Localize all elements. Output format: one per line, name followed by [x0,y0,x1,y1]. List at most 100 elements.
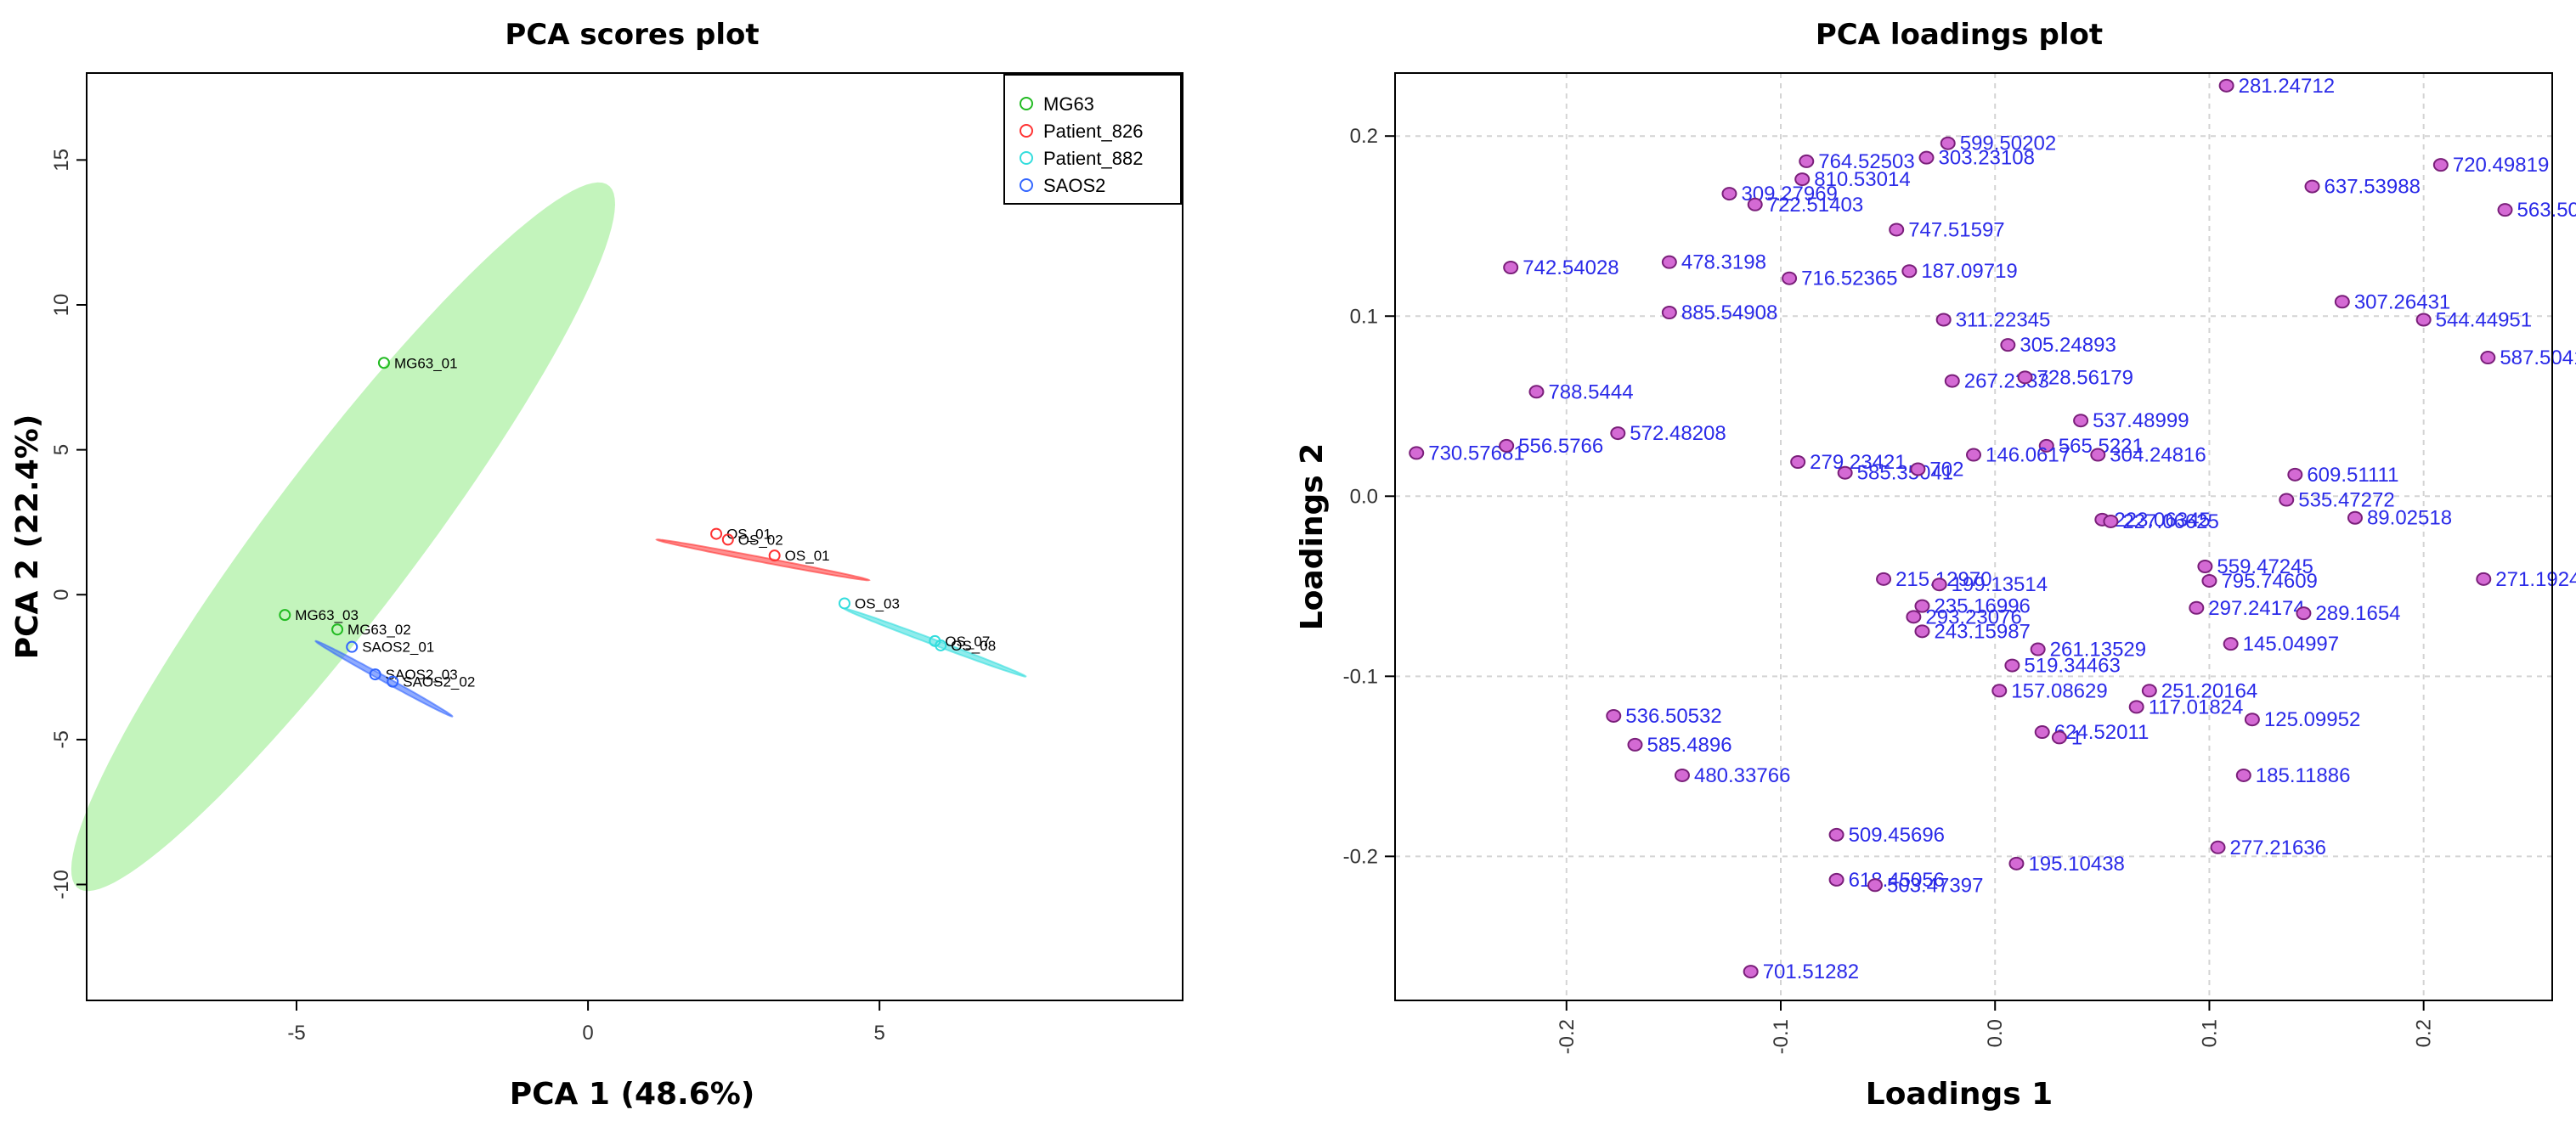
legend-marker-patient-826 [1020,124,1033,138]
loading-label-235-16996: 235.16996 [1934,595,2030,618]
score-point-mg63-3 [331,623,344,636]
loading-label-199-13514: 199.13514 [1952,573,2048,596]
loading-label-289-1654: 289.1654 [2315,602,2400,625]
score-point-saos2-2 [369,668,381,681]
score-point-label-os-08: OS_08 [951,638,996,654]
score-point-mg63-2 [279,609,291,622]
loading-point-251-20164 [2141,684,2157,698]
loadings-x-tick-label: -0.1 [1770,1019,1793,1054]
score-point-patient-826-1 [710,527,723,540]
loading-point-1 [2051,730,2067,745]
loading-label-618-45056: 618.45056 [1849,869,1945,892]
score-point-patient-826-3 [768,549,781,562]
loading-point-885-54908 [1661,306,1677,320]
loading-label-609-51111: 609.51111 [2307,464,2398,487]
loading-point-145-04997 [2223,637,2239,651]
score-point-label-os-03: OS_03 [855,595,900,611]
loading-label-279-23421: 279.23421 [1810,451,1906,474]
loading-point-279-23421 [1790,455,1806,470]
loading-label-195-10438: 195.10438 [2028,853,2124,876]
loading-point-89-02518 [2347,510,2363,525]
scores-x-axis-title: PCA 1 (48.6%) [510,1077,755,1112]
loading-point-537-48999 [2073,414,2089,428]
loadings-y-tick-label: 0.0 [1350,485,1378,508]
ellipse-patient-882 [843,607,1027,678]
loading-label-480-33766: 480.33766 [1694,764,1790,787]
loading-point-289-1654 [2296,606,2312,621]
loading-point-307-26431 [2334,295,2350,309]
loading-label-702: 702 [1929,458,1963,481]
loading-label-281-24712: 281.24712 [2239,75,2335,98]
loading-point-618-45056 [1828,872,1844,887]
loading-point-309-27969 [1721,187,1737,201]
loading-point-742-54028 [1503,261,1519,275]
scores-x-axis: -5 0 5 [287,1000,885,1045]
loading-label-89-02518: 89.02518 [2367,507,2452,530]
loading-label-563-50425: 563.50425 [2517,199,2576,222]
loading-point-764-52503 [1799,154,1815,168]
score-point-label-os-02: OS_02 [738,532,783,548]
loadings-x-tick-label: 0.1 [2198,1019,2221,1047]
scores-y-axis: -10 -5 0 5 10 15 [50,149,87,899]
loading-point-535-47272 [2279,493,2295,507]
loading-point-585-4896 [1627,737,1643,752]
loading-label-145-04997: 145.04997 [2243,633,2339,656]
loading-point-519-34463 [2004,658,2020,673]
loading-point-509-45696 [1828,827,1844,842]
loadings-x-axis-title: Loadings 1 [1866,1077,2053,1112]
loading-label-243-15987: 243.15987 [1934,620,2030,643]
score-point-saos2-3 [387,675,399,688]
loading-label-223-06345: 223.06345 [2114,509,2210,532]
loading-label-271-19244: 271.19244 [2495,568,2576,591]
loading-label-556-5766: 556.5766 [1518,435,1603,458]
score-point-patient-826-2 [721,533,734,546]
legend-label-patient-826: Patient_826 [1043,121,1143,142]
loading-label-587-5041: 587.5041 [2500,346,2576,369]
loading-point-637-53988 [2304,179,2320,194]
loading-point-267-2333 [1944,374,1960,388]
loading-point-293-23076 [1906,610,1922,624]
score-point-label-saos2-01: SAOS2_01 [362,639,434,656]
loading-point-810-53014 [1794,172,1811,187]
loading-label-716-52365: 716.52365 [1801,268,1897,290]
loading-label-795-74609: 795.74609 [2221,570,2317,593]
loading-point-747-51597 [1889,223,1905,237]
loading-label-267-2333: 267.2333 [1964,370,2049,393]
loading-point-624-52011 [2034,725,2050,740]
loadings-y-tick-label: -0.1 [1343,665,1378,688]
loading-point-702 [1910,462,1926,476]
loadings-grid [1395,73,2552,1000]
loading-label-227-06625: 227.06625 [2122,510,2218,533]
loading-point-187-09719 [1901,264,1918,279]
loading-point-277-21636 [2210,840,2226,854]
legend-marker-mg63 [1020,97,1033,110]
loading-label-478-3198: 478.3198 [1681,251,1766,274]
legend-marker-saos2 [1020,178,1033,192]
pca-loadings-chart: PCA loadings plot 281.24712 720.49819 599.… [1295,18,2576,1112]
loading-point-146-0617 [1966,448,1981,462]
loading-point-565-5221 [2038,438,2054,453]
loading-label-304-24816: 304.24816 [2110,444,2206,467]
loading-label-185-11886: 185.11886 [2256,764,2351,787]
scores-ellipses [71,182,1027,892]
loadings-y-tick-label: 0.1 [1350,305,1378,328]
score-point-mg63-1 [377,357,390,369]
loadings-x-tick-label: 0.0 [1984,1019,2007,1047]
loading-point-503-47397 [1867,878,1883,893]
loading-label-187-09719: 187.09719 [1921,260,2017,283]
loading-point-795-74609 [2201,573,2217,588]
loading-point-195-10438 [2008,856,2025,870]
loading-point-304-24816 [2090,448,2106,462]
loading-label-624-52011: 624.52011 [2054,721,2149,744]
score-point-label-os-01: OS_01 [785,548,830,564]
loading-point-478-3198 [1661,255,1677,269]
score-point-label-mg63-02: MG63_02 [347,622,411,638]
loading-point-728-56179 [2017,370,2033,385]
ellipse-saos2 [314,639,454,718]
loading-point-125-09952 [2244,713,2260,727]
loading-label-572-48208: 572.48208 [1630,422,1726,445]
loading-point-271-19244 [2476,572,2492,586]
loading-label-125-09952: 125.09952 [2264,708,2360,731]
loading-label-537-48999: 537.48999 [2093,409,2189,432]
